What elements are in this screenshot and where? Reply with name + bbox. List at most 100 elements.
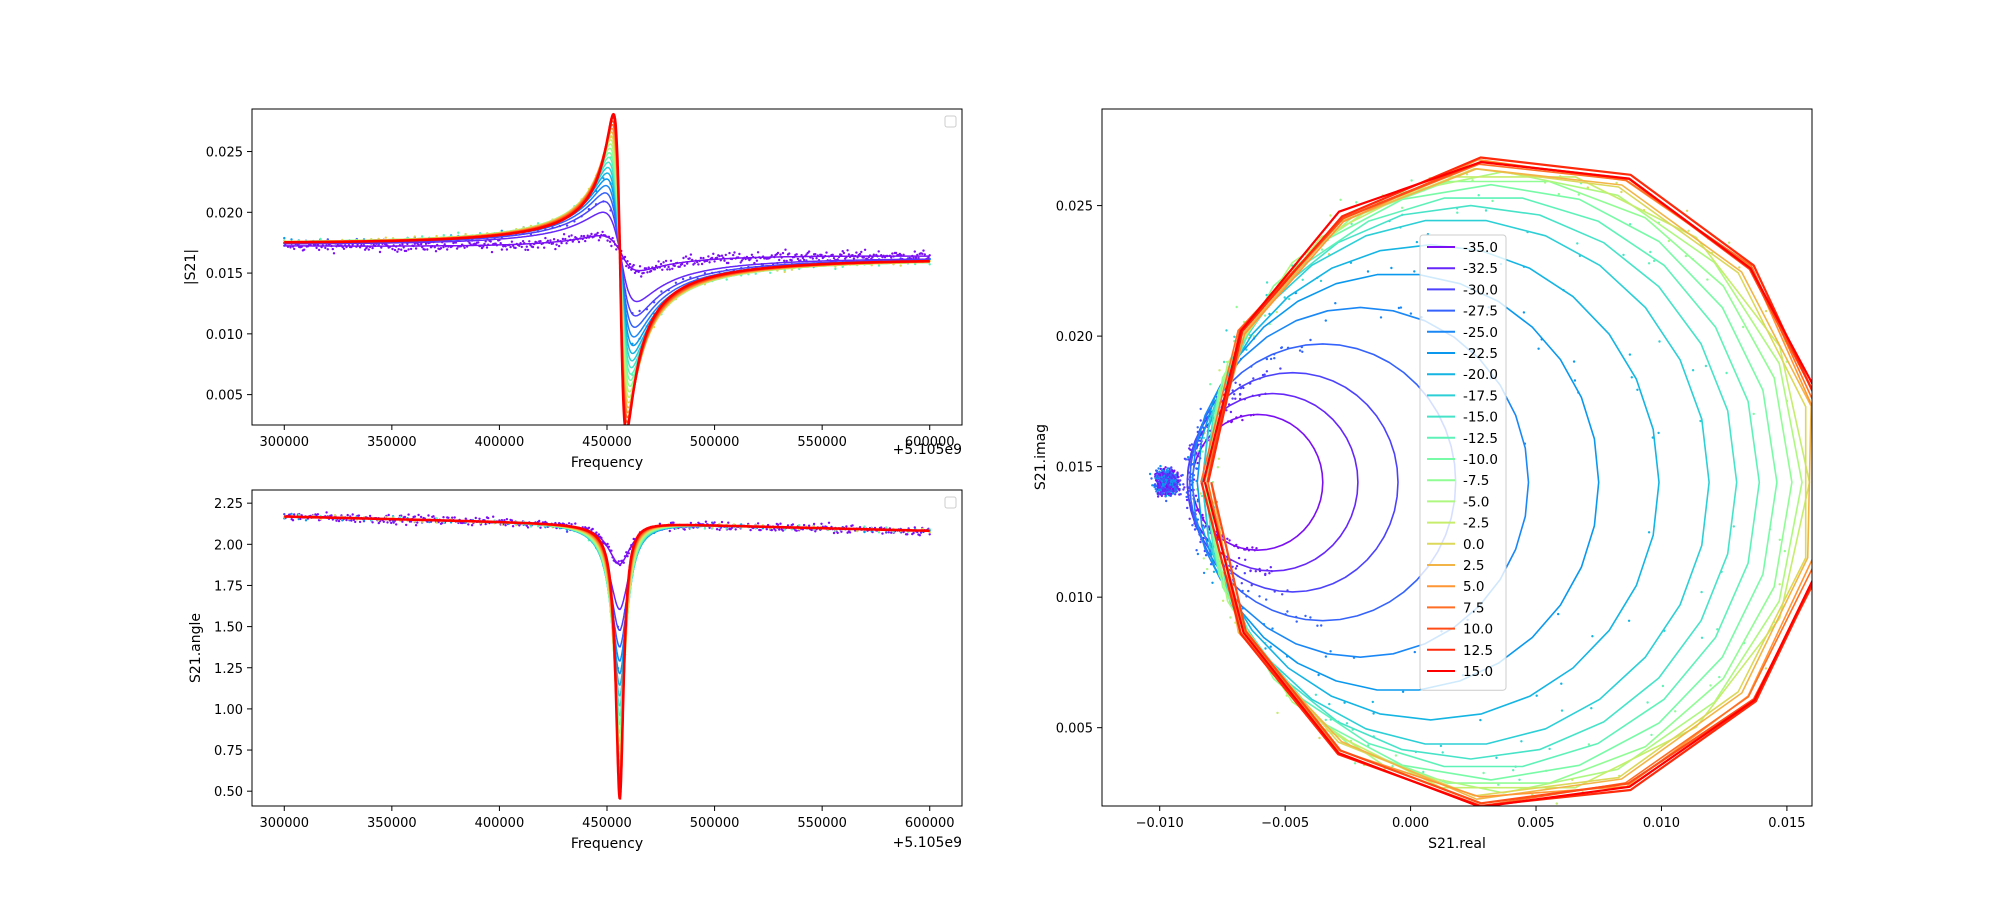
phase-fit-line-15.0 — [284, 515, 930, 800]
magnitude-data-point — [584, 239, 587, 243]
phase-data-point — [778, 528, 781, 531]
complex-plane-data-point — [1345, 722, 1349, 725]
phase-data-point — [474, 516, 477, 520]
magnitude-data-point — [514, 246, 517, 250]
complex-plane-data-point — [1234, 567, 1238, 570]
complex-plane-data-point — [1165, 468, 1168, 472]
phase-x-tick-label: 600000 — [905, 816, 955, 831]
complex-plane-data-point — [1222, 360, 1226, 364]
complex-plane-data-point — [1281, 593, 1284, 596]
phase-data-point — [484, 522, 487, 526]
phase-data-point — [283, 513, 286, 516]
complex-plane-data-point — [1199, 492, 1202, 495]
magnitude-data-point — [400, 248, 403, 251]
magnitude-data-point — [419, 242, 423, 246]
complex-plane-data-point — [1254, 570, 1258, 573]
magnitude-y-tick-label: 0.005 — [206, 389, 243, 404]
phase-data-point — [814, 530, 817, 533]
complex-plane-data-point — [1218, 369, 1221, 372]
magnitude-data-point — [890, 256, 893, 259]
complex-plane-data-point — [1154, 487, 1157, 491]
phase-data-point — [713, 521, 716, 524]
magnitude-data-point — [790, 268, 794, 271]
magnitude-data-point — [504, 245, 507, 248]
complex-plane-x-axis-label: S21.real — [1428, 836, 1486, 852]
complex-plane-data-point — [1269, 566, 1273, 569]
magnitude-data-point — [700, 262, 704, 266]
magnitude-data-point — [319, 237, 322, 241]
magnitude-y-tick-label: 0.015 — [206, 267, 243, 282]
phase-data-point — [863, 525, 866, 528]
complex-plane-data-point — [1265, 357, 1269, 361]
magnitude-data-point — [689, 276, 692, 279]
complex-plane-data-point — [1186, 456, 1190, 459]
phase-empty-legend — [944, 496, 957, 509]
complex-plane-data-point — [1173, 482, 1176, 485]
complex-plane-data-point — [1183, 486, 1186, 489]
complex-plane-data-point — [1531, 793, 1534, 796]
phase-data-point — [297, 517, 300, 521]
complex-plane-data-point — [1155, 469, 1158, 472]
magnitude-data-point — [380, 246, 383, 249]
complex-plane-data-point — [1237, 556, 1241, 560]
complex-plane-data-point — [1235, 564, 1239, 568]
complex-plane-data-point — [1199, 419, 1202, 422]
complex-plane-data-point — [1196, 552, 1200, 556]
complex-plane-data-point — [1238, 392, 1242, 396]
magnitude-data-point — [409, 247, 413, 251]
magnitude-data-point — [426, 248, 429, 251]
legend-label: -25.0 — [1463, 325, 1498, 341]
complex-plane-data-point — [1212, 570, 1216, 573]
complex-plane-data-point — [1164, 482, 1167, 485]
legend-label: -17.5 — [1463, 388, 1498, 404]
magnitude-data-point — [732, 253, 735, 257]
complex-plane-data-point — [1320, 624, 1323, 627]
magnitude-data-point — [682, 256, 685, 260]
phase-data-point — [832, 531, 836, 535]
magnitude-x-tick-label: 350000 — [367, 435, 417, 450]
magnitude-data-point — [525, 245, 528, 248]
phase-data-point — [795, 529, 798, 532]
complex-plane-data-point — [1309, 616, 1312, 619]
complex-plane-data-point — [1202, 436, 1206, 440]
phase-data-point — [504, 524, 507, 527]
magnitude-data-point — [673, 264, 676, 268]
complex-plane-y-tick-label: 0.025 — [1056, 200, 1093, 215]
complex-plane-data-point — [1158, 470, 1161, 474]
complex-plane-data-point — [1197, 443, 1200, 446]
complex-plane-data-point — [1247, 589, 1250, 593]
phase-data-point — [538, 519, 541, 523]
legend-label: -22.5 — [1463, 346, 1498, 362]
phase-data-point — [478, 517, 481, 520]
complex-plane-data-point — [1286, 610, 1289, 613]
complex-plane-data-point — [1265, 370, 1269, 373]
phase-data-point — [467, 523, 470, 526]
magnitude-data-point — [393, 248, 397, 252]
phase-data-point — [382, 520, 385, 523]
phase-data-point — [407, 513, 410, 516]
phase-data-point — [335, 519, 338, 522]
phase-data-point — [293, 513, 296, 516]
complex-plane-data-point — [1157, 473, 1160, 476]
complex-plane-x-tick-label: 0.000 — [1392, 816, 1429, 831]
complex-plane-data-point — [1225, 329, 1228, 332]
magnitude-data-point — [756, 251, 760, 254]
complex-plane-data-point — [1169, 494, 1172, 497]
phase-y-tick-label: 1.25 — [214, 662, 243, 677]
phase-data-point — [427, 514, 430, 517]
magnitude-data-point — [863, 248, 867, 251]
complex-plane-data-point — [1273, 357, 1276, 360]
magnitude-data-point — [536, 222, 540, 225]
complex-plane-data-point — [1176, 476, 1180, 479]
magnitude-data-point — [557, 244, 561, 248]
legend-label: -5.0 — [1463, 494, 1489, 510]
magnitude-data-point — [855, 251, 858, 254]
complex-plane-data-point — [1522, 311, 1526, 314]
complex-plane-data-point — [1190, 443, 1194, 446]
complex-plane-data-point — [1225, 409, 1228, 412]
legend-label: -2.5 — [1463, 516, 1489, 532]
magnitude-data-point — [442, 234, 445, 237]
complex-plane-data-point — [1699, 419, 1702, 423]
magnitude-data-point — [391, 247, 394, 251]
complex-plane-data-point — [1495, 756, 1498, 759]
